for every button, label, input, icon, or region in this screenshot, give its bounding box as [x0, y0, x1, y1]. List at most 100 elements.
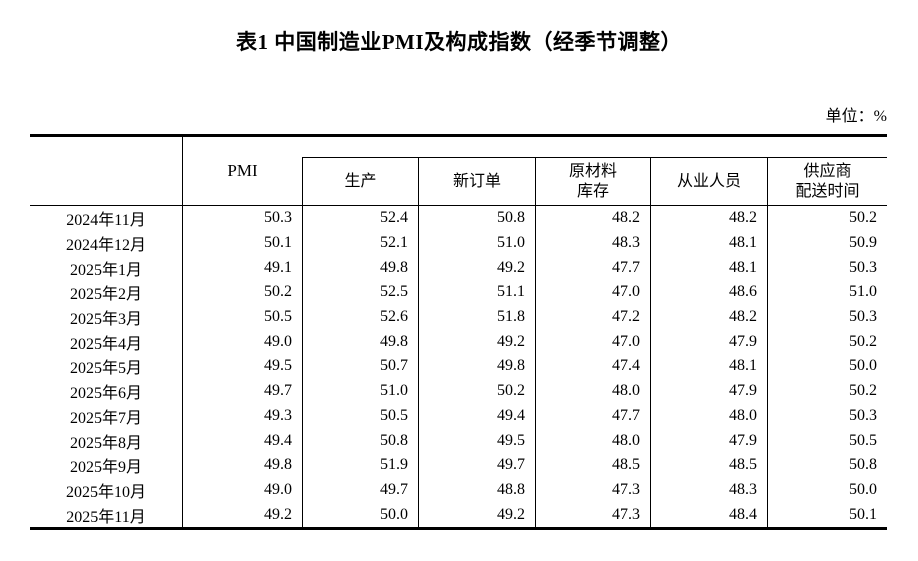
header-month-cell	[30, 137, 182, 205]
table-row: 2025年11月 49.2 50.0 49.2 47.3 48.4 50.1	[30, 502, 887, 527]
header-subcolumns-spacer	[302, 137, 887, 157]
value-cell: 50.2	[767, 378, 887, 404]
value-cell: 49.8	[182, 452, 302, 478]
table-row: 2025年2月 50.2 52.5 51.1 47.0 48.6 51.0	[30, 280, 887, 305]
column-label: 生产	[344, 172, 377, 190]
table-row: 2024年11月 50.3 52.4 50.8 48.2 48.2 50.2	[30, 206, 887, 231]
value-cell: 50.2	[767, 206, 887, 231]
value-cell: 51.0	[767, 280, 887, 305]
value-cell: 50.7	[302, 354, 418, 379]
value-cell: 48.5	[535, 452, 650, 478]
column-label-line1: 原材料	[568, 162, 617, 180]
value-cell: 50.8	[767, 452, 887, 478]
month-cell: 2025年3月	[69, 311, 142, 329]
value-cell: 50.5	[302, 403, 418, 429]
value-cell: 50.2	[418, 378, 535, 404]
value-cell: 49.8	[302, 255, 418, 281]
value-cell: 49.1	[182, 255, 302, 281]
value-cell: 48.8	[418, 477, 535, 503]
header-subcolumns-box: 生产 新订单 原材料 库存 从业人员 供应商 配送时间	[302, 157, 887, 205]
value-cell: 51.0	[418, 230, 535, 256]
value-cell: 48.1	[650, 255, 767, 281]
value-cell: 48.1	[650, 230, 767, 256]
table-row: 2025年5月 49.5 50.7 49.8 47.4 48.1 50.0	[30, 354, 887, 379]
value-cell: 49.0	[182, 329, 302, 355]
header-subcolumns: 生产 新订单 原材料 库存 从业人员 供应商 配送时间	[302, 137, 887, 205]
month-cell: 2025年11月	[66, 508, 146, 526]
month-cell: 2025年10月	[65, 483, 146, 501]
value-cell: 48.5	[650, 452, 767, 478]
value-cell: 49.7	[418, 452, 535, 478]
page-title: 表1 中国制造业PMI及构成指数（经季节调整）	[235, 30, 683, 54]
value-cell: 47.4	[535, 354, 650, 379]
value-cell: 50.0	[302, 502, 418, 527]
header-production-cell: 生产	[302, 158, 418, 205]
month-cell: 2025年5月	[69, 360, 142, 378]
value-cell: 49.8	[418, 354, 535, 379]
value-cell: 47.7	[535, 403, 650, 429]
table-row: 2025年6月 49.7 51.0 50.2 48.0 47.9 50.2	[30, 378, 887, 404]
value-cell: 47.9	[650, 378, 767, 404]
column-label-line2: 配送时间	[795, 182, 860, 200]
value-cell: 51.0	[302, 378, 418, 404]
value-cell: 48.0	[535, 428, 650, 453]
month-cell: 2025年1月	[69, 261, 142, 279]
value-cell: 48.3	[535, 230, 650, 256]
value-cell: 48.3	[650, 477, 767, 503]
month-cell: 2025年6月	[69, 385, 142, 403]
value-cell: 49.2	[418, 329, 535, 355]
value-cell: 47.9	[650, 428, 767, 453]
table-body: 2024年11月 50.3 52.4 50.8 48.2 48.2 50.2 2024年12月…	[30, 206, 887, 527]
value-cell: 49.0	[182, 477, 302, 503]
month-cell: 2024年11月	[66, 212, 146, 230]
value-cell: 49.7	[182, 378, 302, 404]
table-row: 2024年12月 50.1 52.1 51.0 48.3 48.1 50.9	[30, 230, 887, 256]
value-cell: 48.1	[650, 354, 767, 379]
value-cell: 50.9	[767, 230, 887, 256]
value-cell: 48.0	[650, 403, 767, 429]
value-cell: 50.5	[767, 428, 887, 453]
value-cell: 49.2	[182, 502, 302, 527]
value-cell: 50.3	[182, 206, 302, 231]
value-cell: 52.1	[302, 230, 418, 256]
value-cell: 48.4	[650, 502, 767, 527]
value-cell: 50.8	[302, 428, 418, 453]
header-supplier-delivery-time-cell: 供应商 配送时间	[767, 158, 887, 205]
header-pmi-cell: PMI	[182, 137, 302, 205]
column-label-line1: 供应商	[803, 162, 852, 180]
value-cell: 49.2	[418, 502, 535, 527]
value-cell: 50.0	[767, 354, 887, 379]
pmi-column-label: PMI	[227, 161, 258, 180]
table-row: 2025年8月 49.4 50.8 49.5 48.0 47.9 50.5	[30, 428, 887, 453]
table-row: 2025年10月 49.0 49.7 48.8 47.3 48.3 50.0	[30, 477, 887, 503]
column-label: 从业人员	[676, 172, 741, 190]
value-cell: 49.8	[302, 329, 418, 355]
value-cell: 50.2	[767, 329, 887, 355]
value-cell: 50.1	[767, 502, 887, 527]
value-cell: 50.2	[182, 280, 302, 305]
value-cell: 47.0	[535, 280, 650, 305]
month-cell: 2025年7月	[69, 409, 142, 427]
value-cell: 49.3	[182, 403, 302, 429]
value-cell: 49.2	[418, 255, 535, 281]
month-cell: 2025年8月	[69, 434, 142, 452]
value-cell: 48.2	[535, 206, 650, 231]
value-cell: 51.1	[418, 280, 535, 305]
value-cell: 47.3	[535, 502, 650, 527]
month-cell: 2025年9月	[69, 459, 142, 477]
value-cell: 47.7	[535, 255, 650, 281]
value-cell: 51.9	[302, 452, 418, 478]
table-row: 2025年9月 49.8 51.9 49.7 48.5 48.5 50.8	[30, 452, 887, 478]
value-cell: 48.6	[650, 280, 767, 305]
header-employment-cell: 从业人员	[650, 158, 767, 205]
month-cell: 2025年4月	[69, 335, 142, 353]
unit-label: 单位：%	[825, 108, 887, 125]
header-new-orders-cell: 新订单	[418, 158, 535, 205]
table-row: 2025年7月 49.3 50.5 49.4 47.7 48.0 50.3	[30, 403, 887, 429]
table-row: 2025年4月 49.0 49.8 49.2 47.0 47.9 50.2	[30, 329, 887, 355]
table-row: 2025年1月 49.1 49.8 49.2 47.7 48.1 50.3	[30, 255, 887, 281]
column-label-line2: 库存	[576, 182, 609, 200]
value-cell: 49.5	[418, 428, 535, 453]
value-cell: 48.0	[535, 378, 650, 404]
value-cell: 49.4	[418, 403, 535, 429]
